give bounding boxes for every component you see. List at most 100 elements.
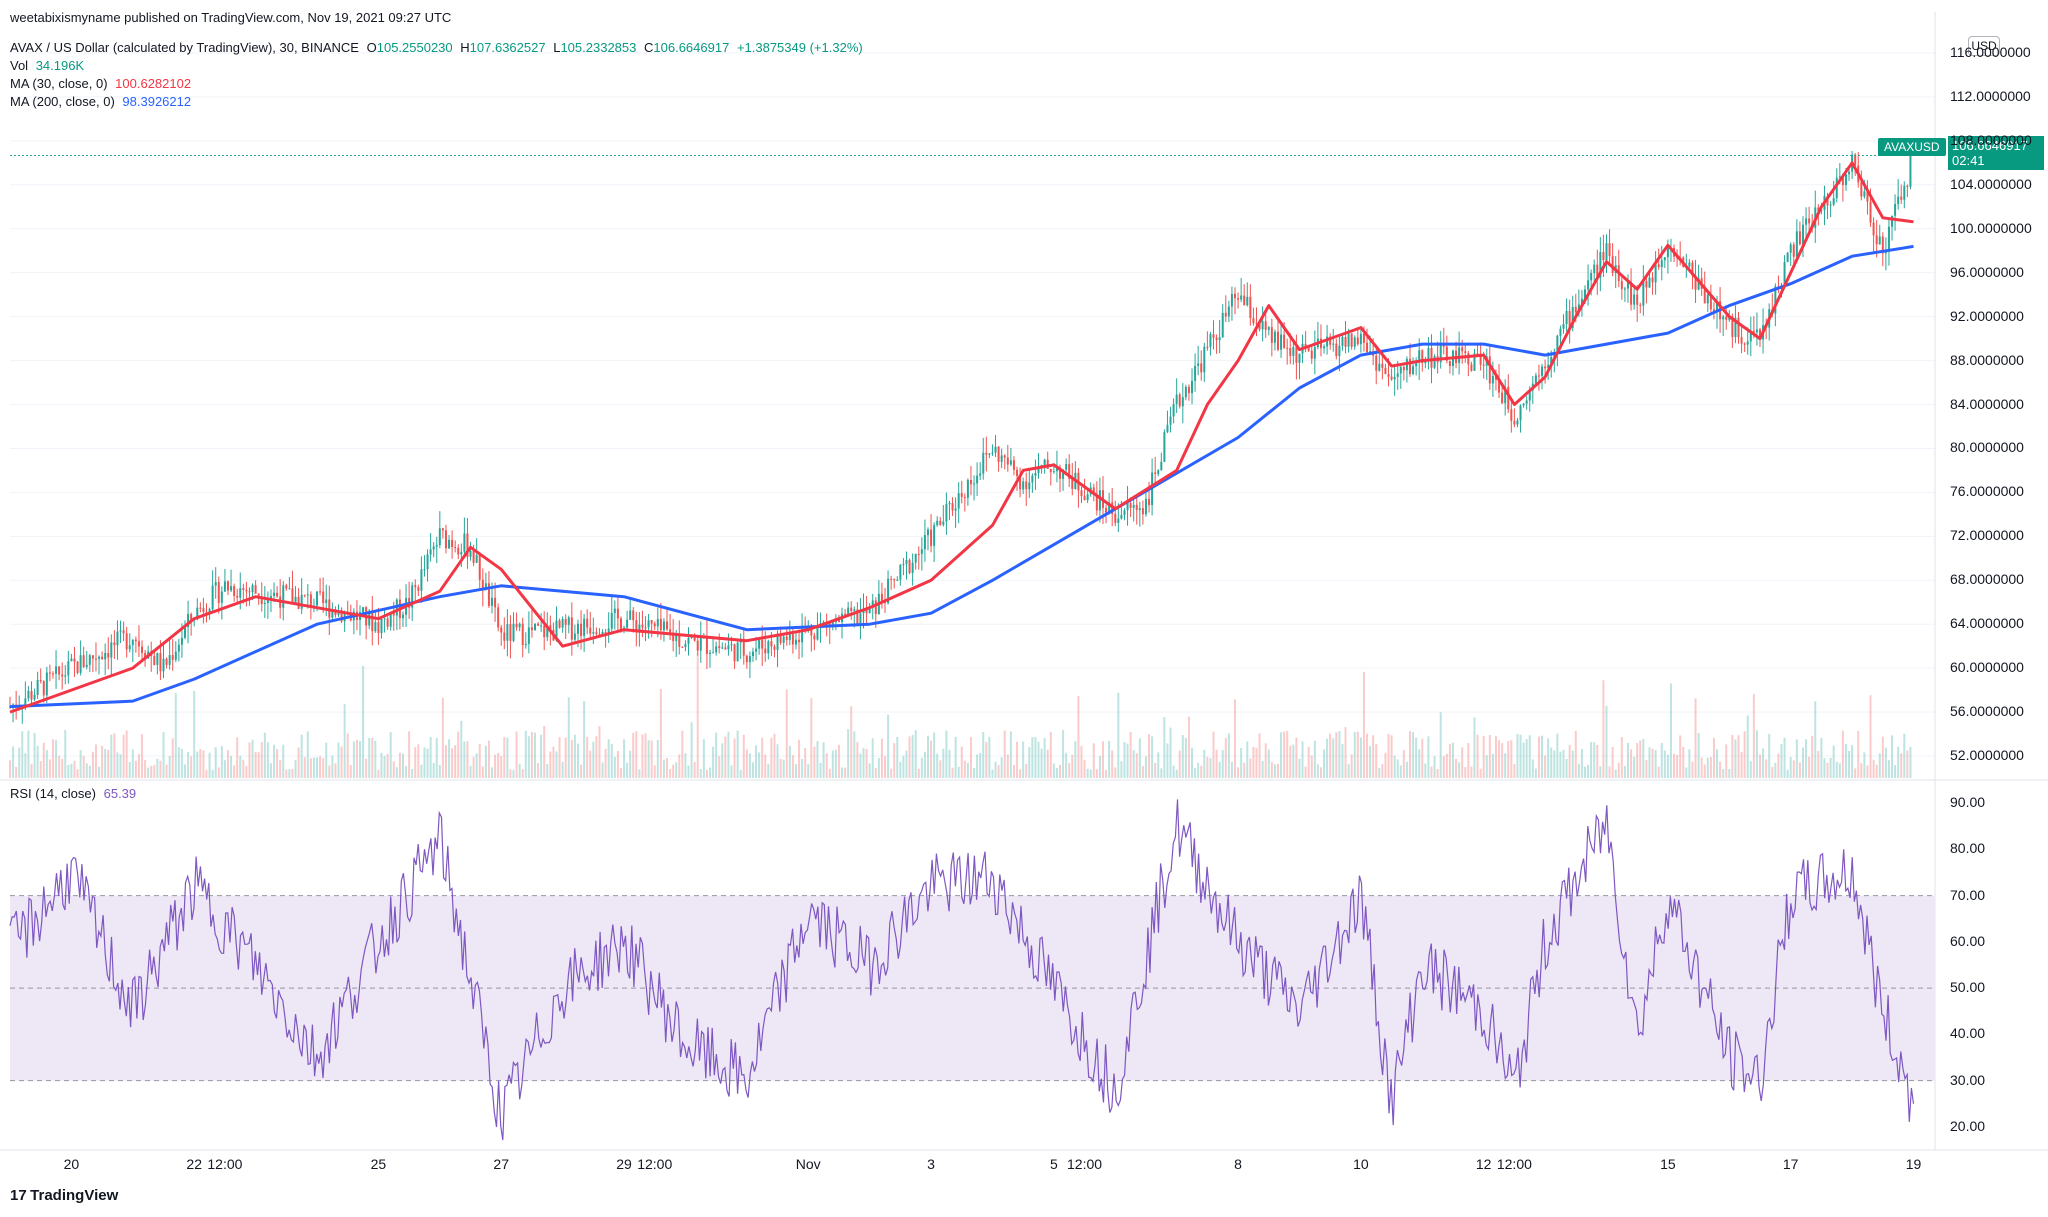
volume-bar: [635, 731, 638, 778]
candle-body: [491, 597, 494, 606]
volume-bar: [1826, 762, 1829, 778]
volume-bar: [543, 725, 546, 778]
volume-bar: [862, 748, 865, 778]
candle-body: [979, 473, 982, 476]
volume-bar: [33, 732, 36, 778]
volume-bar: [1120, 761, 1123, 778]
volume-bar: [294, 759, 297, 778]
candle-body: [451, 539, 454, 547]
volume-bar: [969, 737, 972, 778]
candle-body: [534, 623, 536, 631]
volume-bar: [18, 747, 21, 778]
volume-bar: [616, 751, 619, 778]
candle-body: [322, 591, 325, 604]
volume-bar: [951, 767, 954, 778]
candle-body: [546, 625, 549, 638]
volume-bar: [1117, 692, 1120, 778]
ma30-label: MA (30, close, 0): [10, 76, 108, 91]
candle-body: [282, 585, 285, 608]
volume-bar: [1841, 730, 1844, 778]
candle-body: [110, 642, 113, 658]
volume-bar: [831, 750, 834, 778]
volume-bar: [257, 752, 260, 778]
volume-bar: [1759, 754, 1761, 778]
candle-body: [156, 653, 159, 665]
candle-body: [902, 564, 905, 566]
candle-body: [303, 594, 306, 596]
volume-bar: [1805, 739, 1808, 778]
candle-body: [1559, 328, 1562, 336]
volume-bar: [1006, 754, 1009, 778]
volume-bar: [1433, 756, 1436, 778]
candle-body: [1470, 364, 1473, 371]
volume-bar: [128, 761, 131, 778]
volume-bar: [1062, 730, 1065, 778]
candle-body: [48, 672, 51, 674]
candle-body: [1387, 373, 1390, 377]
volume-bar: [67, 764, 70, 778]
candle-body: [1798, 231, 1801, 245]
volume-bar: [1080, 745, 1083, 778]
currency-badge[interactable]: USD: [1968, 36, 2000, 56]
volume-bar: [868, 763, 871, 778]
volume-bar: [48, 759, 51, 778]
volume-bar: [263, 732, 266, 778]
candle-body: [607, 628, 610, 633]
candle-body: [1381, 363, 1384, 368]
volume-bar: [1844, 743, 1847, 778]
volume-label: Vol: [10, 58, 29, 73]
volume-bar: [1679, 735, 1682, 778]
volume-bar: [1762, 748, 1765, 778]
volume-bar: [1550, 747, 1553, 778]
volume-bar: [426, 748, 429, 778]
volume-bar: [1869, 695, 1872, 778]
candle-body: [1817, 207, 1820, 211]
candle-body: [45, 672, 48, 696]
volume-bar: [1264, 743, 1267, 778]
volume-bar: [1430, 766, 1433, 778]
volume-bar: [1224, 738, 1227, 778]
volume-bar: [1451, 742, 1454, 778]
candle-body: [1541, 366, 1544, 376]
date-tick-label: 22: [186, 1156, 202, 1172]
candle-body: [994, 446, 997, 453]
volume-bar: [98, 766, 101, 778]
volume-bar: [282, 744, 285, 778]
candle-body: [1866, 191, 1869, 202]
volume-bar: [798, 739, 801, 778]
candle-body: [33, 694, 36, 700]
volume-bar: [1740, 751, 1743, 778]
candle-body: [1212, 334, 1215, 338]
candle-body: [1844, 174, 1847, 186]
volume-bar: [1187, 716, 1190, 778]
candle-body: [1323, 346, 1326, 349]
volume-bar: [1494, 735, 1497, 778]
volume-bar: [51, 739, 54, 778]
volume-bar: [1280, 732, 1283, 778]
volume-bar: [1731, 734, 1734, 778]
volume-bar: [745, 749, 748, 778]
candle-body: [1568, 310, 1571, 328]
volume-bar: [681, 730, 684, 778]
candle-body: [30, 690, 33, 700]
candle-body: [411, 585, 414, 608]
volume-bar: [472, 756, 475, 778]
published-line: weetabixismyname published on TradingVie…: [10, 10, 455, 25]
candle-body: [1494, 376, 1497, 380]
candle-body: [1476, 353, 1479, 355]
candle-body: [1359, 333, 1362, 345]
volume-bar: [340, 746, 343, 778]
candle-body: [773, 646, 776, 650]
candle-body: [116, 631, 119, 646]
candle-body: [1283, 334, 1286, 348]
candle-body: [1335, 343, 1338, 357]
volume-bar: [411, 769, 414, 778]
candle-body: [1547, 364, 1550, 369]
volume-bar: [1602, 680, 1605, 778]
candle-body: [1240, 295, 1243, 300]
candle-body: [291, 588, 294, 603]
tradingview-logo[interactable]: 17 TradingView: [10, 1187, 118, 1204]
candle-body: [162, 658, 165, 672]
candle-body: [715, 646, 718, 653]
